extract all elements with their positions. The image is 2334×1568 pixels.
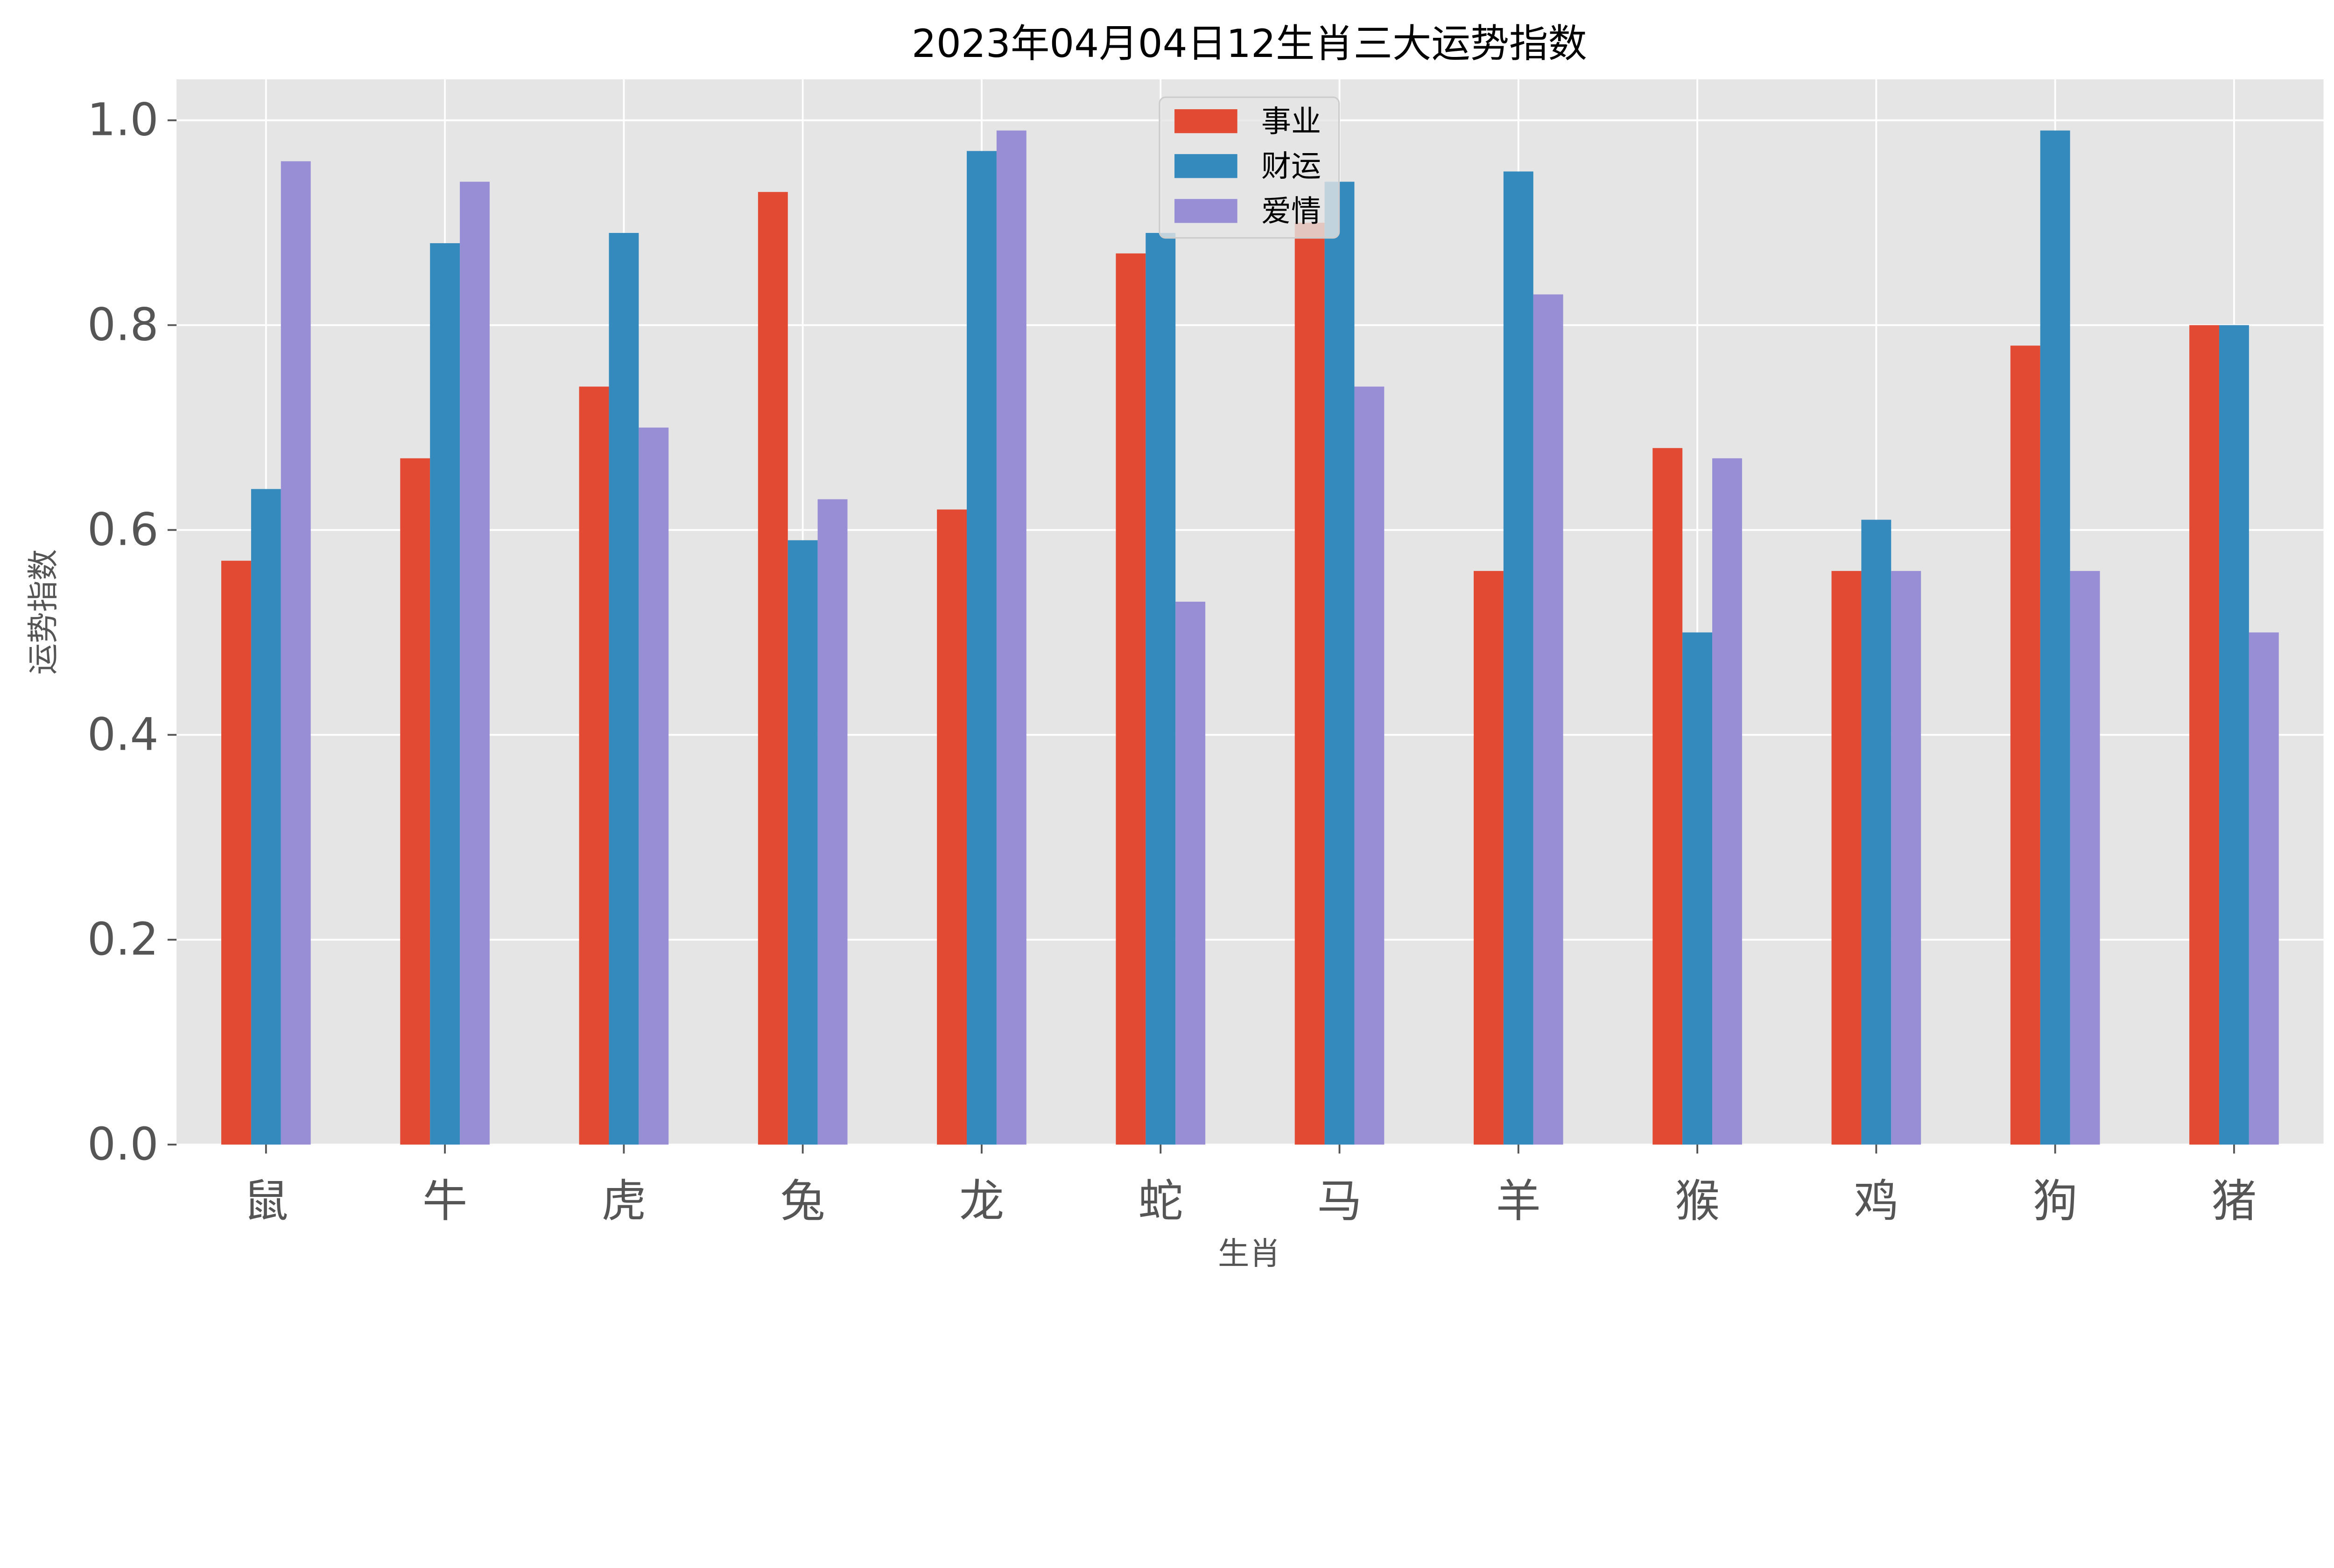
y-ticks: 0.0 0.2 0.4 0.6 0.8 1.0 [87,94,177,1170]
y-tick-label: 0.2 [87,913,159,965]
bar-财运-虎 [609,233,639,1145]
bar-事业-兔 [758,192,788,1145]
x-ticks: 鼠牛虎兔龙蛇马羊猴鸡狗猪 [244,1144,2257,1227]
bar-爱情-虎 [639,427,669,1145]
x-tick-label: 鼠 [244,1175,288,1227]
x-tick-label: 兔 [780,1175,825,1227]
bar-事业-鸡 [1831,571,1862,1145]
x-tick-label: 虎 [601,1175,646,1227]
y-tick-label: 0.0 [87,1118,159,1170]
bar-爱情-狗 [2070,571,2100,1145]
y-tick-label: 0.8 [87,299,159,351]
x-tick-label: 马 [1317,1175,1362,1227]
x-tick-label: 牛 [422,1175,467,1227]
bar-事业-龙 [937,509,967,1145]
bar-财运-羊 [1503,171,1533,1145]
chart-title: 2023年04月04日12生肖三大运势指数 [912,21,1587,66]
bar-爱情-羊 [1533,294,1563,1145]
bar-财运-龙 [967,151,997,1145]
legend-swatch [1174,109,1237,134]
bar-事业-猪 [2189,325,2219,1145]
bar-爱情-马 [1354,387,1385,1145]
bar-事业-马 [1294,223,1325,1145]
bar-事业-猴 [1652,448,1683,1145]
x-tick-label: 鸡 [1854,1175,1898,1227]
plot-background [176,79,2324,1145]
bar-事业-鼠 [221,561,251,1145]
y-tick-label: 0.6 [87,503,159,555]
x-axis-label: 生肖 [1218,1235,1281,1272]
y-axis-label: 运势指数 [25,549,61,675]
legend-swatch [1174,154,1237,178]
bar-爱情-猪 [2249,632,2279,1145]
legend-label: 爱情 [1261,194,1321,229]
bar-财运-鸡 [1861,520,1891,1145]
x-tick-label: 猴 [1675,1175,1720,1227]
bar-爱情-牛 [460,182,490,1145]
x-tick-label: 狗 [2033,1175,2078,1227]
legend-swatch [1174,199,1237,223]
bar-财运-鼠 [251,489,281,1145]
legend-label: 财运 [1261,149,1321,184]
bar-爱情-龙 [996,130,1026,1145]
bar-财运-蛇 [1146,233,1176,1145]
bars [221,130,2279,1145]
bar-财运-猴 [1682,632,1713,1145]
bar-事业-牛 [400,458,430,1145]
y-tick-label: 1.0 [87,94,159,146]
bar-爱情-猴 [1712,458,1742,1145]
y-tick-label: 0.4 [87,708,159,760]
bar-事业-蛇 [1116,253,1146,1145]
x-tick-label: 猪 [2212,1175,2257,1227]
bar-财运-兔 [787,540,818,1145]
x-tick-label: 羊 [1496,1175,1541,1227]
legend-label: 事业 [1261,105,1321,139]
bar-事业-狗 [2010,345,2040,1145]
bar-财运-猪 [2219,325,2249,1145]
bar-财运-狗 [2040,130,2070,1145]
bar-事业-羊 [1473,571,1504,1145]
bar-爱情-兔 [817,499,848,1145]
bar-爱情-蛇 [1175,601,1206,1145]
bar-财运-牛 [430,243,460,1145]
x-tick-label: 龙 [959,1175,1004,1227]
bar-chart: 鼠 牛 虎 兔 龙 蛇 马 羊 猴 鸡 狗 猪 0.0 0.2 0.4 0.6 0.8 1.0 2023年04月… [25,21,2324,1272]
bar-爱情-鸡 [1891,571,1921,1145]
x-tick-label: 蛇 [1138,1175,1183,1227]
bar-财运-马 [1324,182,1355,1145]
bar-事业-虎 [579,387,609,1145]
bar-爱情-鼠 [281,161,311,1145]
